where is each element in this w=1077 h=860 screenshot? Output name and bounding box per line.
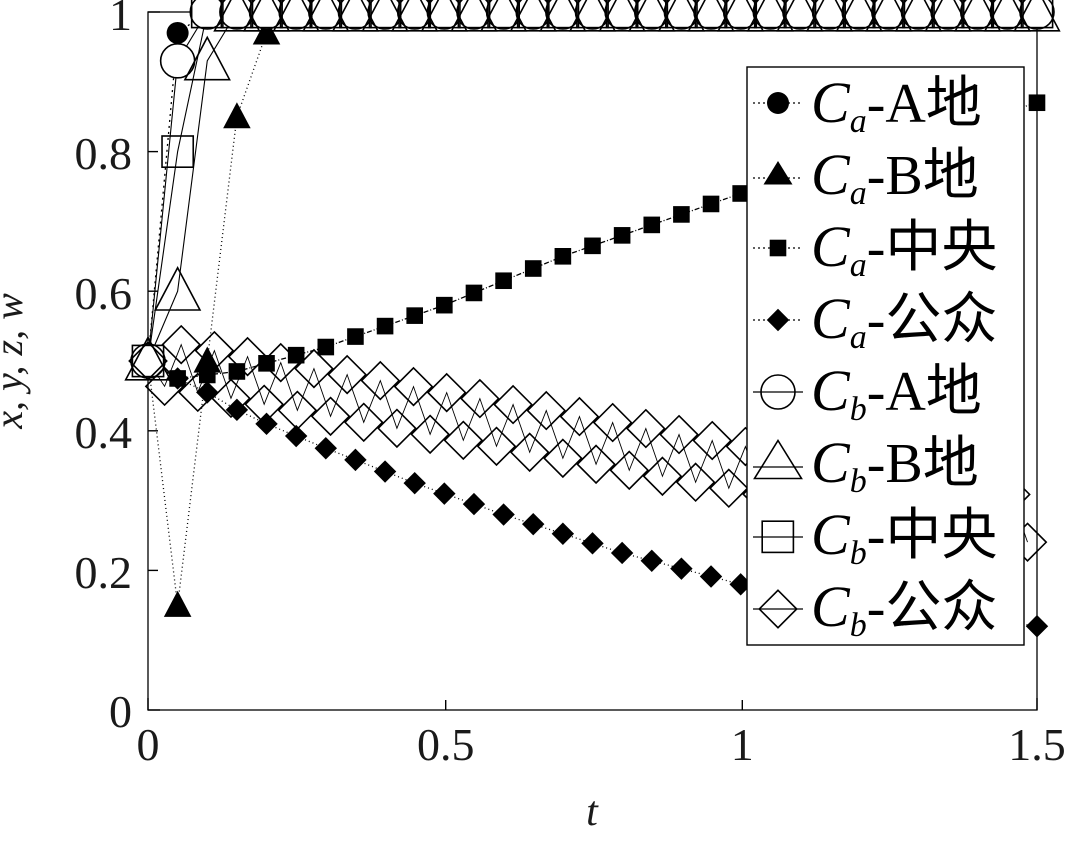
svg-text:Cb-B地: Cb-B地 [811, 430, 979, 500]
svg-text:Ca-B地: Ca-B地 [811, 142, 979, 212]
svg-text:t: t [586, 789, 599, 835]
svg-text:1: 1 [109, 0, 132, 40]
svg-text:Cb-公众: Cb-公众 [811, 574, 997, 644]
svg-text:Cb-A地: Cb-A地 [811, 358, 982, 428]
svg-text:0.8: 0.8 [75, 128, 133, 179]
svg-text:1: 1 [731, 719, 754, 770]
svg-text:0.4: 0.4 [75, 407, 133, 458]
svg-text:x, y, z, w: x, y, z, w [0, 293, 31, 430]
svg-text:Ca-中央: Ca-中央 [811, 214, 997, 284]
svg-text:Ca-公众: Ca-公众 [811, 286, 997, 356]
svg-text:0.2: 0.2 [75, 547, 133, 598]
svg-text:0.6: 0.6 [75, 268, 133, 319]
svg-text:0: 0 [109, 686, 132, 737]
svg-text:1.5: 1.5 [1008, 719, 1066, 770]
svg-text:Ca-A地: Ca-A地 [811, 70, 982, 140]
svg-text:0.5: 0.5 [417, 719, 475, 770]
svg-text:0: 0 [137, 719, 160, 770]
svg-text:Cb-中央: Cb-中央 [811, 502, 997, 572]
